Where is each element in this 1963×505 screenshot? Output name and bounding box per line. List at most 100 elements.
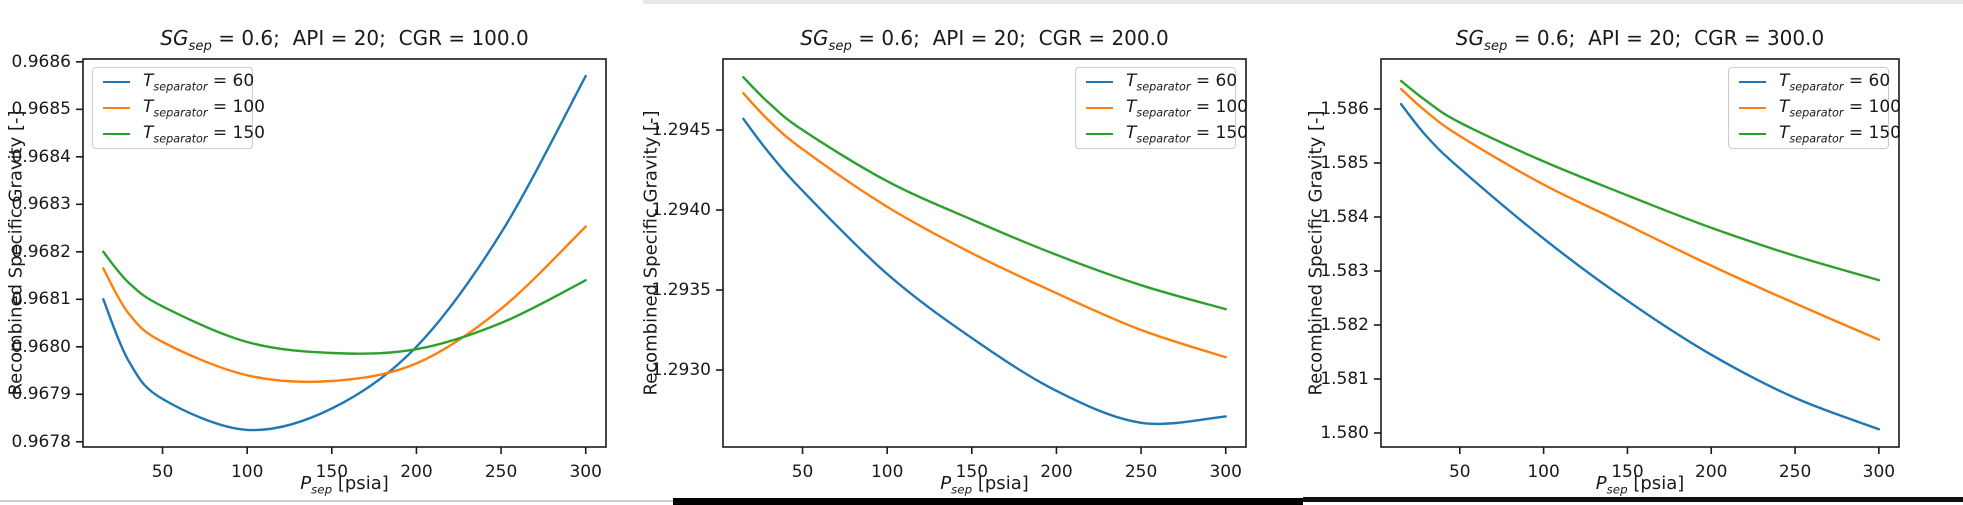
math-var: T (1126, 122, 1137, 143)
x-tick-label: 50 (791, 462, 814, 482)
x-tick-label: 300 (569, 462, 602, 482)
math-label: Tseparator = 150 (1126, 122, 1248, 146)
math-label: Psep [psia] (1595, 473, 1685, 497)
x-tick-label: 250 (484, 462, 518, 482)
math-subscript: separator (1789, 106, 1844, 120)
math-subscript: sep (1606, 482, 1628, 497)
math-rest: = 0.6; API = 20; CGR = 200.0 (851, 26, 1169, 50)
x-tick-label: 150 (315, 462, 349, 482)
legend-line-sample (103, 133, 130, 135)
math-var: P (1595, 473, 1607, 494)
series-line-t60 (742, 117, 1227, 426)
legend-label: Tseparator = 100 (143, 97, 265, 119)
legend-label: Tseparator = 60 (1126, 71, 1237, 93)
legend-line-sample (1086, 81, 1113, 83)
math-subscript: sep (311, 482, 333, 497)
series-line-t60 (1399, 102, 1881, 431)
panel-title: SGsep = 0.6; API = 20; CGR = 200.0 (800, 26, 1168, 54)
y-tick-label: 1.586 (1320, 99, 1369, 119)
math-var: T (1126, 70, 1137, 91)
math-subscript: separator (1136, 132, 1191, 146)
legend-label: Tseparator = 60 (143, 71, 254, 93)
math-label: SGsep = 0.6; API = 20; CGR = 100.0 (160, 26, 529, 54)
math-subscript: separator (153, 132, 208, 146)
math-var: T (1779, 70, 1790, 91)
legend-box: Tseparator = 60 Tseparator = 100 Tseparato… (92, 67, 265, 149)
x-axis-label: Psep [psia] (300, 473, 389, 497)
math-subscript: separator (1136, 106, 1191, 120)
math-var: T (143, 70, 154, 91)
math-rest: [psia] (332, 473, 389, 494)
math-subscript: separator (153, 80, 208, 94)
y-tick-label: 1.580 (1320, 423, 1369, 443)
x-tick-label: 200 (400, 462, 433, 482)
math-label: Tseparator = 100 (1779, 96, 1901, 120)
math-var: SG (1455, 26, 1484, 50)
math-subscript: sep (1484, 39, 1508, 54)
x-tick-label: 150 (955, 462, 989, 482)
series-line-t150 (102, 250, 587, 355)
math-subscript: sep (828, 39, 852, 54)
legend-entry: Tseparator = 100 (93, 95, 265, 121)
y-tick-label: 1.581 (1320, 369, 1369, 389)
math-rest: = 0.6; API = 20; CGR = 300.0 (1507, 26, 1825, 50)
legend-entry: Tseparator = 100 (1076, 95, 1248, 121)
x-axis-label: Psep [psia] (1596, 473, 1685, 497)
legend-label: Tseparator = 60 (1779, 71, 1890, 93)
math-var: T (143, 96, 154, 117)
series-line-t100 (742, 92, 1227, 359)
legend-entry: Tseparator = 60 (1076, 69, 1237, 95)
bottom-edge-bar-right (1303, 497, 1963, 502)
series-line-t100 (102, 225, 587, 384)
y-tick-label: 0.9684 (11, 146, 71, 167)
panel-2 (716, 58, 1247, 454)
legend-label: Tseparator = 100 (1779, 97, 1901, 119)
legend-label: Tseparator = 150 (1779, 123, 1901, 145)
legend-line-sample (103, 81, 130, 83)
math-rest: = 0.6; API = 20; CGR = 100.0 (211, 26, 529, 50)
legend-entry: Tseparator = 150 (1729, 121, 1901, 147)
x-tick-label: 300 (1862, 462, 1896, 482)
math-rest: [psia] (1627, 473, 1685, 494)
axes-spines (82, 58, 607, 448)
math-var: SG (160, 26, 189, 50)
y-tick-label: 1.2930 (651, 360, 711, 381)
series-line-t60 (102, 74, 587, 432)
legend-entry: Tseparator = 150 (1076, 121, 1248, 147)
math-var: P (940, 473, 952, 494)
bottom-edge-strip-left (0, 500, 673, 502)
panel-3 (1374, 58, 1900, 454)
x-tick-label: 250 (1778, 462, 1812, 482)
math-subscript: separator (1789, 80, 1844, 94)
x-tick-label: 300 (1209, 462, 1242, 482)
math-subscript: separator (1789, 132, 1844, 146)
math-rest: = 150 (1190, 122, 1248, 143)
math-subscript: separator (153, 106, 208, 120)
legend-label: Tseparator = 150 (143, 123, 265, 145)
math-label: Tseparator = 150 (143, 122, 265, 146)
math-rest: = 150 (1843, 122, 1901, 143)
x-tick-label: 100 (1527, 462, 1560, 482)
x-tick-label: 200 (1695, 462, 1728, 482)
y-axis-label: Recombined Specific Gravity [-] (5, 110, 27, 396)
x-tick-label: 50 (1448, 462, 1471, 482)
panel-title: SGsep = 0.6; API = 20; CGR = 100.0 (160, 26, 528, 54)
legend-box: Tseparator = 60 Tseparator = 100 Tseparato… (1728, 67, 1901, 149)
math-var: P (300, 473, 312, 494)
axes-spines (722, 58, 1247, 448)
math-var: SG (800, 26, 829, 50)
y-tick-label: 0.9682 (11, 241, 71, 262)
legend-entry: Tseparator = 60 (1729, 69, 1890, 95)
math-label: Psep [psia] (300, 473, 389, 497)
panel-1 (76, 58, 607, 454)
y-tick-label: 1.2945 (651, 120, 711, 141)
math-var: T (143, 122, 154, 143)
legend-label: Tseparator = 150 (1126, 123, 1248, 145)
y-axis-label: Recombined Specific Gravity [-] (640, 110, 662, 396)
math-subscript: sep (951, 482, 973, 497)
legend-line-sample (1086, 107, 1113, 109)
x-tick-label: 250 (1124, 462, 1158, 482)
legend-line-sample (1739, 133, 1766, 135)
math-rest: = 100 (1843, 96, 1901, 117)
